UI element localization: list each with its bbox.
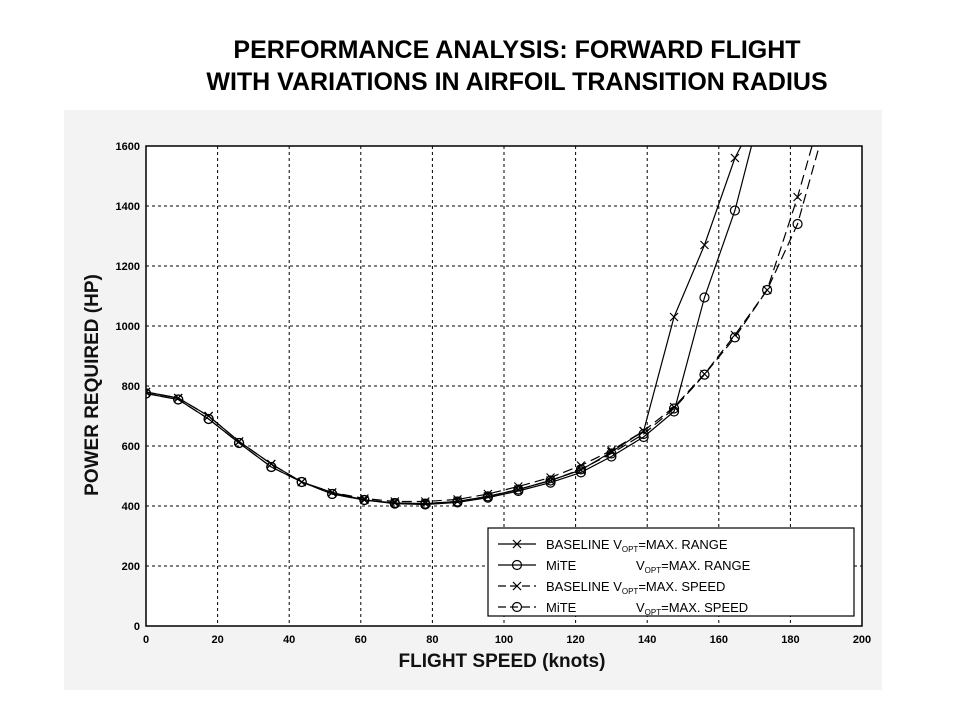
x-tick-label: 160 (710, 634, 728, 646)
y-tick-label: 1200 (116, 261, 140, 273)
marker-stroke (512, 581, 522, 591)
data-point-circle-marker (545, 475, 556, 486)
marker-stroke (793, 192, 802, 202)
legend: BASELINE VOPT=MAX. RANGE MiTE VOPT=MAX. RA… (487, 527, 855, 617)
data-point-circle-marker (327, 488, 338, 500)
data-point-circle-marker (575, 467, 587, 478)
data-point-circle-marker (420, 498, 431, 509)
tick-labels: 0 20 40 60 80 100 120 140 160 180 200 0 200 400 600 800… (116, 141, 872, 646)
marker-stroke (576, 461, 586, 470)
y-tick-label: 600 (122, 441, 140, 453)
data-point-circle-marker (668, 403, 680, 414)
series-4 (146, 146, 820, 509)
data-point-circle-marker (146, 388, 152, 399)
data-point-x-marker (512, 539, 522, 549)
series-layer (146, 146, 820, 510)
marker-stroke (762, 285, 772, 295)
legend-label: MiTE VOPT=MAX. RANGE (546, 558, 751, 575)
data-point-circle-marker (762, 284, 773, 296)
x-tick-label: 140 (638, 634, 656, 646)
data-point-circle-marker (511, 601, 523, 613)
data-point-circle-marker (638, 428, 649, 440)
legend-label: BASELINE VOPT=MAX. RANGE (546, 537, 728, 554)
x-tick-label: 180 (781, 634, 799, 646)
x-axis-label: FLIGHT SPEED (knots) (399, 651, 606, 672)
y-tick-label: 1600 (116, 141, 140, 153)
data-point-circle-marker (606, 448, 617, 459)
data-point-circle-marker (359, 494, 370, 506)
x-tick-label: 120 (566, 634, 584, 646)
x-tick-label: 100 (495, 634, 513, 646)
data-point-circle-marker (173, 394, 184, 405)
data-point-circle-marker (452, 496, 463, 507)
data-point-circle-marker (511, 559, 523, 571)
chart-title-line-2: WITH VARIATIONS IN AIRFOIL TRANSITION RA… (206, 68, 828, 96)
data-point-circle-marker (729, 205, 741, 216)
legend-label: MiTE VOPT=MAX. SPEED (546, 600, 748, 617)
marker-stroke (204, 411, 214, 421)
data-point-x-marker (700, 240, 709, 250)
data-point-x-marker (669, 312, 679, 322)
data-point-circle-marker (482, 491, 493, 502)
data-point-x-marker (512, 581, 522, 591)
x-tick-label: 20 (211, 634, 223, 646)
data-point-circle-marker (513, 484, 524, 495)
y-tick-label: 1400 (116, 201, 140, 213)
marker-stroke (730, 330, 740, 340)
marker-stroke (669, 312, 679, 322)
marker-stroke (420, 497, 430, 506)
data-point-x-marker (420, 497, 430, 506)
y-tick-label: 1000 (116, 321, 140, 333)
legend-item-3: BASELINE VOPT=MAX. SPEED (498, 579, 725, 596)
marker-stroke (700, 240, 709, 250)
x-tick-label: 0 (143, 634, 149, 646)
y-tick-label: 200 (122, 561, 140, 573)
legend-box (487, 527, 855, 617)
legend-label: BASELINE VOPT=MAX. SPEED (546, 579, 725, 596)
marker-stroke (639, 426, 649, 436)
data-point-circle-marker (638, 431, 649, 443)
data-point-x-marker (204, 411, 214, 421)
data-point-x-marker (762, 285, 772, 295)
marker-stroke (146, 391, 151, 397)
chart-title: PERFORMANCE ANALYSIS: FORWARD FLIGHT WIT… (0, 34, 960, 98)
x-tick-label: 40 (283, 634, 295, 646)
data-point-circle-marker (729, 332, 741, 343)
marker-stroke (730, 153, 740, 163)
data-point-x-marker (639, 426, 649, 436)
x-tick-label: 80 (426, 634, 438, 646)
marker-stroke (606, 446, 616, 455)
marker-stroke (513, 482, 523, 491)
data-point-circle-marker (389, 497, 400, 509)
legend-item-4: MiTE VOPT=MAX. SPEED (498, 600, 748, 617)
data-point-circle-marker (203, 413, 214, 425)
data-point-circle-marker (575, 464, 587, 475)
y-tick-label: 0 (134, 621, 140, 633)
data-point-circle-marker (233, 437, 245, 449)
data-point-circle-marker (699, 369, 710, 380)
x-tick-label: 60 (355, 634, 367, 646)
x-tick-label: 200 (853, 634, 871, 646)
y-tick-label: 800 (122, 381, 140, 393)
data-point-circle-marker (699, 292, 710, 303)
data-point-circle-marker (296, 476, 307, 488)
plot-frame (145, 145, 863, 627)
data-point-circle-marker (266, 461, 277, 473)
y-axis-label: POWER REQUIRED (HP) (82, 274, 103, 496)
data-point-circle-marker (792, 218, 803, 230)
marker-stroke (266, 459, 276, 469)
data-point-x-marker (730, 330, 740, 340)
marker-stroke (546, 473, 555, 482)
data-point-x-marker (546, 473, 555, 482)
legend-item-1: BASELINE VOPT=MAX. RANGE (498, 537, 728, 554)
chart-title-line-1: PERFORMANCE ANALYSIS: FORWARD FLIGHT (233, 36, 801, 64)
y-tick-label: 400 (122, 501, 140, 513)
legend-item-2: MiTE VOPT=MAX. RANGE (498, 558, 751, 575)
data-point-x-marker (730, 153, 740, 163)
marker-stroke (512, 539, 522, 549)
data-point-x-marker (793, 192, 802, 202)
data-point-x-marker (606, 446, 616, 455)
data-point-x-marker (266, 459, 276, 469)
